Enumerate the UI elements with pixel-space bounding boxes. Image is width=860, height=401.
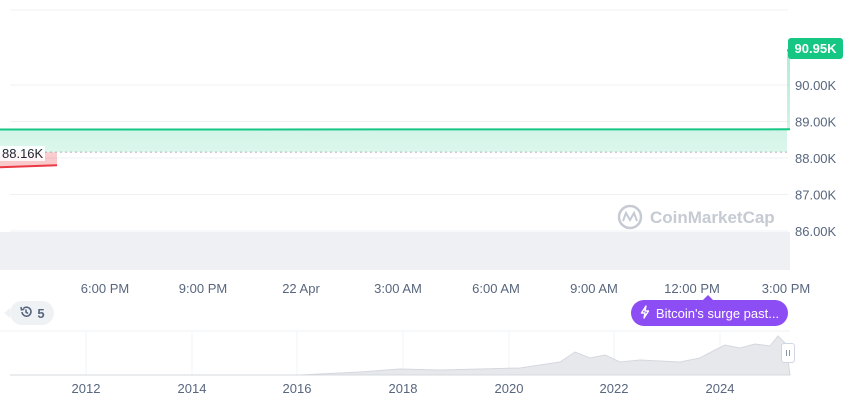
news-event-text: Bitcoin's surge past... [655,305,780,321]
y-tick-label: 88.00K [795,151,837,166]
navigator-x-tick-label: 2022 [600,381,629,396]
y-tick-label: 90.00K [795,78,837,93]
x-tick-label: 22 Apr [282,281,320,296]
x-tick-label: 6:00 AM [472,281,520,296]
drag-handle-icon [785,344,791,362]
price-lines [0,49,790,169]
x-tick-label: 12:00 PM [664,281,720,296]
navigator-x-tick-label: 2024 [706,381,735,396]
x-axis: 6:00 PM 9:00 PM 22 Apr 3:00 AM 6:00 AM 9:00 A… [81,281,810,296]
bolt-icon [640,304,650,322]
y-axis: 86.00K 87.00K 88.00K 89.00K 90.00K [795,78,837,239]
navigator-x-tick-label: 2016 [283,381,312,396]
x-tick-label: 9:00 PM [179,281,227,296]
volume-band [0,232,790,270]
x-tick-label: 6:00 PM [81,281,129,296]
navigator-area [10,335,791,376]
x-tick-label: 3:00 PM [762,281,810,296]
reference-price-value: 88.16K [2,146,44,161]
grid-lines [10,9,788,232]
price-line-down [0,164,58,169]
history-count: 5 [37,305,45,321]
navigator-drag-handle[interactable] [781,343,795,363]
navigator-x-tick-label: 2018 [389,381,418,396]
x-tick-label: 3:00 AM [374,281,422,296]
price-areas [0,50,790,168]
history-button[interactable]: 5 [4,301,54,325]
news-event-pill[interactable]: Bitcoin's surge past... [631,295,788,326]
current-price-badge: 90.95K [788,38,843,59]
x-tick-label: 9:00 AM [570,281,618,296]
y-tick-label: 89.00K [795,115,837,130]
up-area [0,50,790,153]
navigator-x-tick-label: 2012 [72,381,101,396]
watermark: CoinMarketCap [650,208,775,227]
y-tick-label: 87.00K [795,188,837,203]
reference-price-label: 88.16K [0,146,46,161]
price-line-up [0,49,790,131]
coinmarketcap-logo-icon [617,204,643,230]
navigator-x-tick-label: 2020 [495,381,524,396]
down-area [0,152,57,168]
navigator-x-tick-label: 2014 [178,381,207,396]
y-tick-label: 86.00K [795,224,837,239]
navigator-x-axis: 2012 2014 2016 2018 2020 2022 2024 [72,381,735,396]
history-icon [19,305,33,322]
